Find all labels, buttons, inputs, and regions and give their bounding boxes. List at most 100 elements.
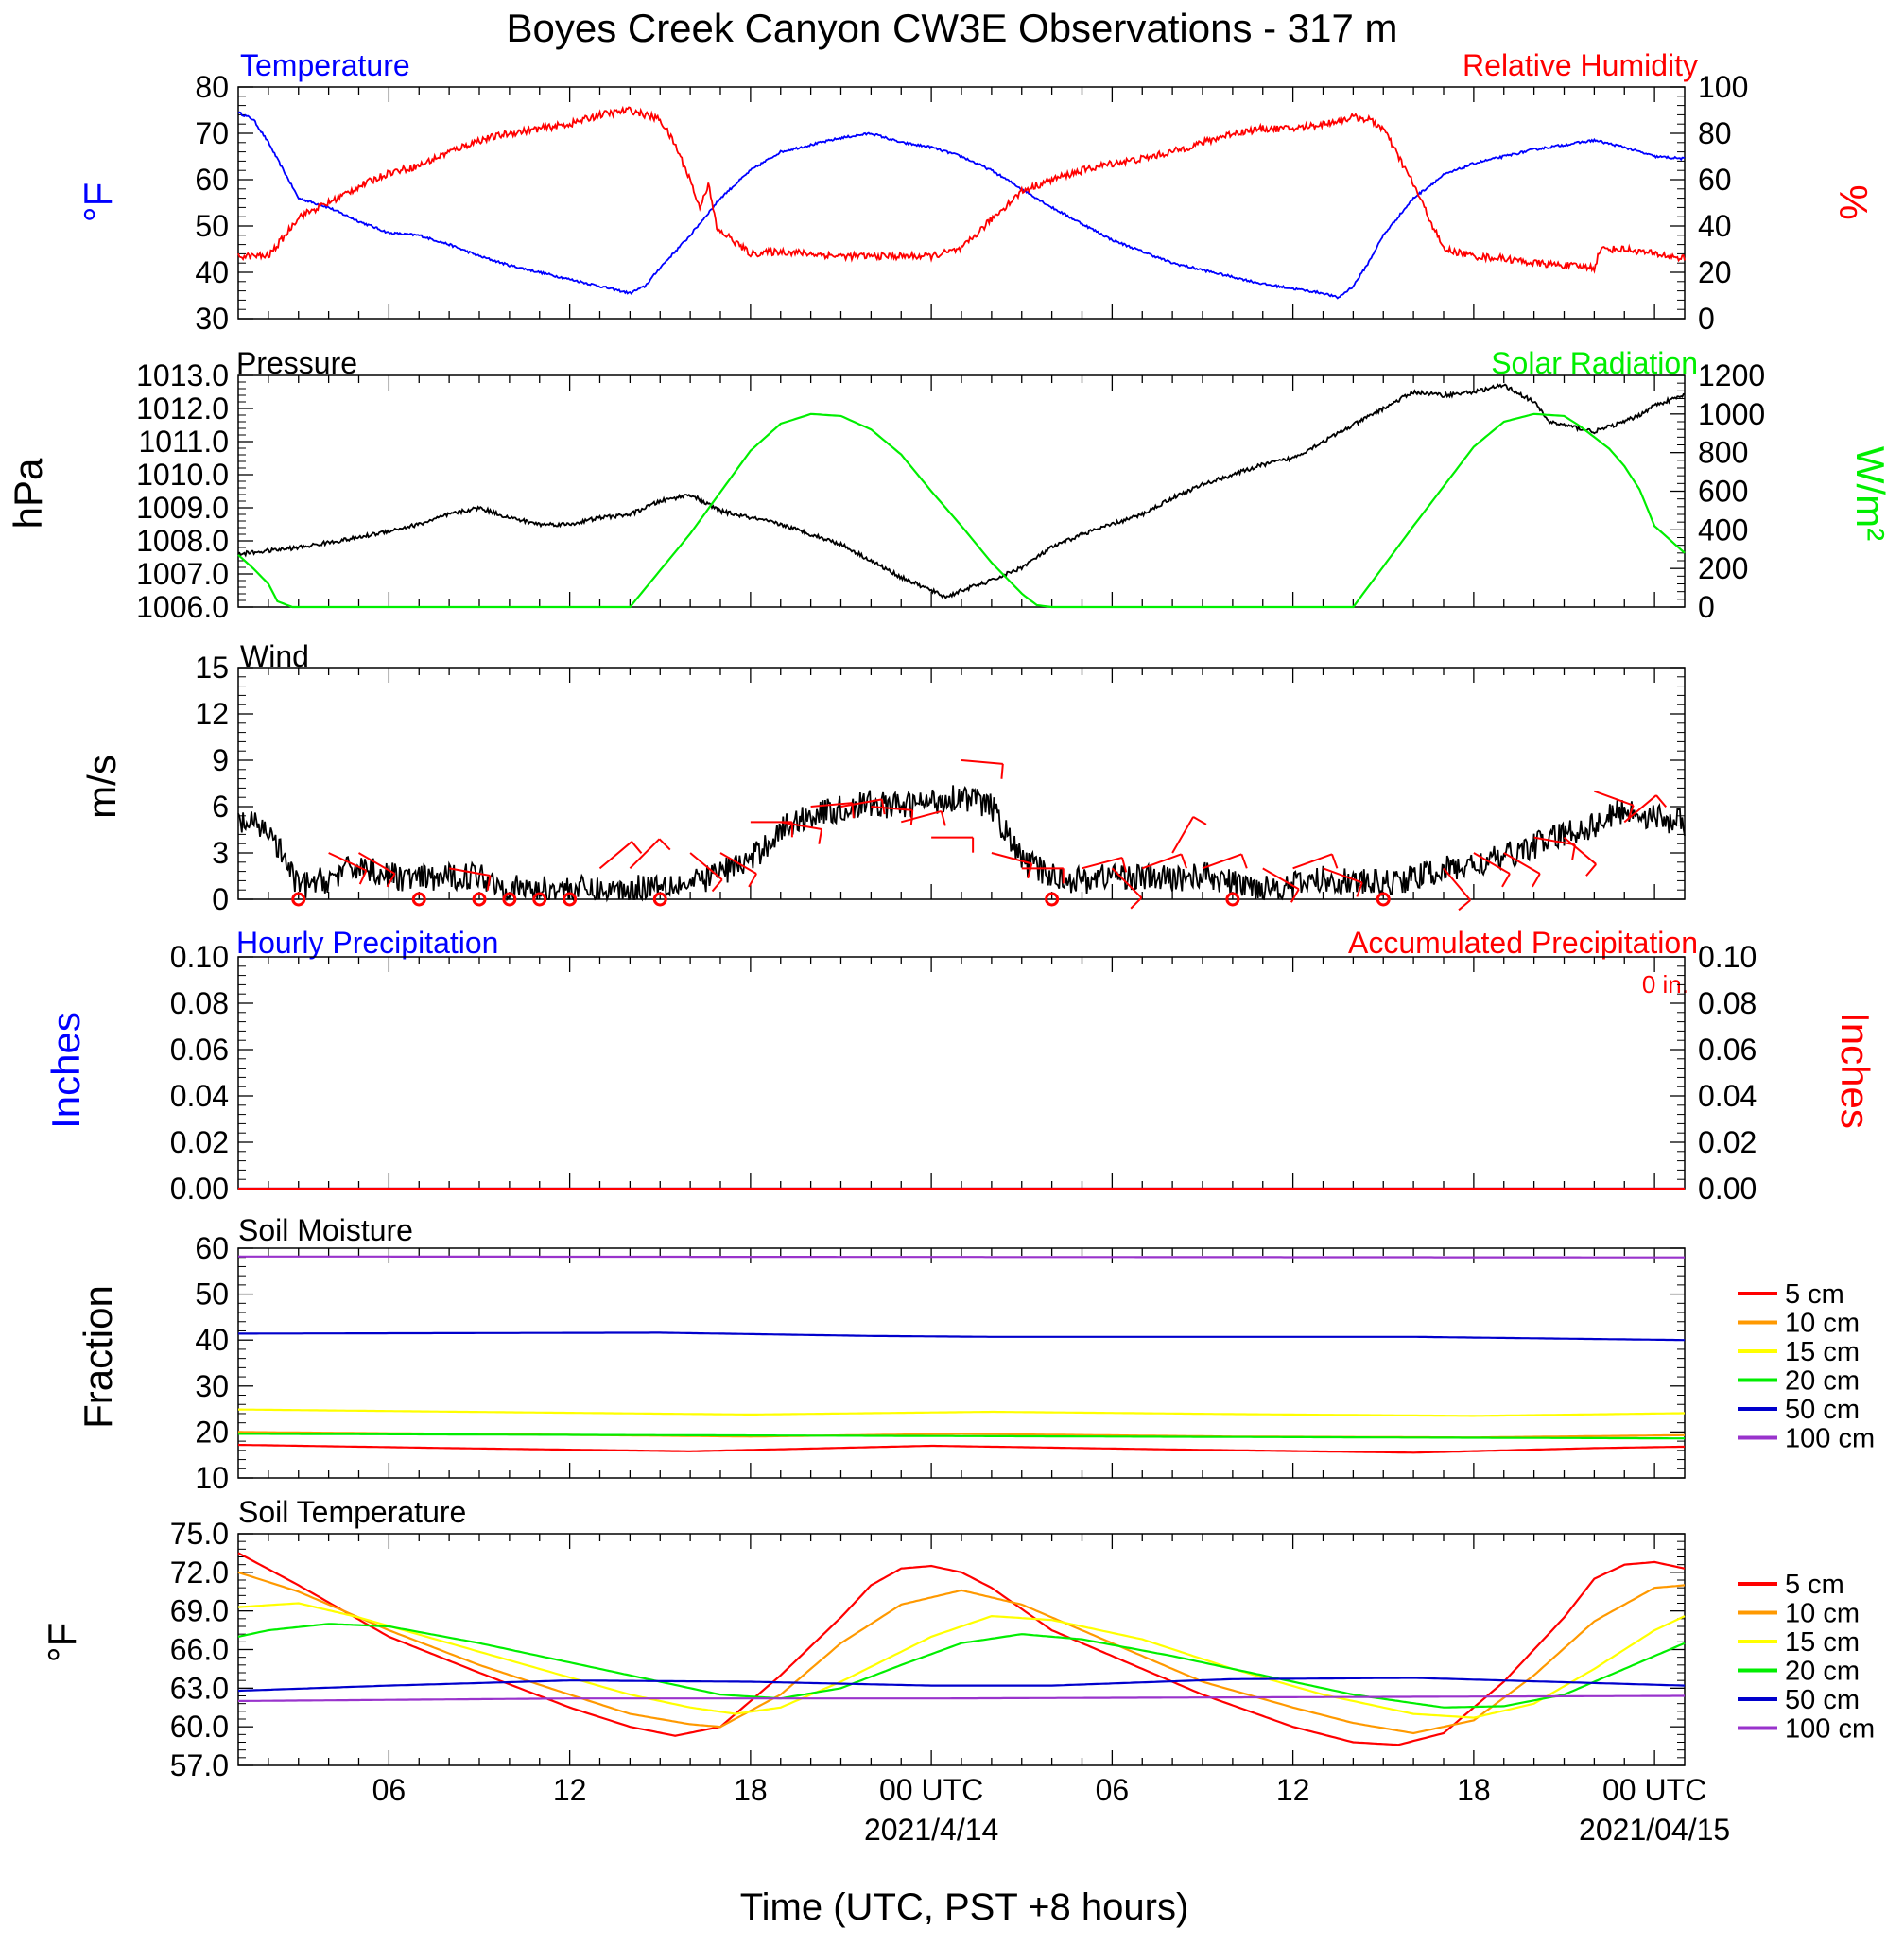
wind-barb [1082,856,1123,870]
pressure-axis-label: hPa [6,458,50,529]
panel-precipitation: Hourly Precipitation Accumulated Precipi… [43,926,1878,1129]
y-tick-label: 9 [212,743,229,777]
y-tick-label: 15 [195,651,229,685]
wind-barb [1473,852,1511,875]
y-right-tick-label: 40 [1698,209,1732,243]
wind-barb [900,809,943,824]
panel-pressure-solar: Pressure Solar Radiation hPa W/m² [6,346,1893,541]
wind-barb-flag [1000,763,1004,779]
y-tick-label: 3 [212,836,229,870]
panel-pressure_solar-marks: 1006.01007.01008.01009.01010.01011.01012… [136,358,1765,624]
wind-barb [1443,867,1472,901]
y-right-tick-label: 600 [1698,475,1748,509]
y-tick-label: 0.00 [170,1172,229,1206]
wind-barb-flag [909,809,914,825]
wind-barb [1111,867,1143,899]
y-right-tick-label: 80 [1698,116,1732,150]
y-right-tick-label: 800 [1698,436,1748,470]
wind-barb [840,798,883,808]
calm-wind-marker [1045,892,1060,907]
wind-barb-flag [1501,873,1511,888]
pressure-title: Pressure [236,346,357,380]
hourly-precip-title: Hourly Precipitation [236,926,498,960]
soil-moisture-axis-label: Fraction [76,1285,120,1429]
wind-barb [328,852,367,872]
wind-barb-flag [1531,873,1541,888]
panel-soil-temperature: Soil Temperature °F [40,1495,466,1662]
temperature-axis-label: °F [76,182,120,222]
series-line-20-cm [237,1623,1686,1709]
y-tick-label: 0.10 [170,940,229,974]
wind-barb-flag [1130,896,1143,910]
y-tick-label: 1008.0 [136,524,229,558]
x-tick-label: 18 [734,1773,768,1807]
x-tick-label: 00 UTC [1602,1773,1706,1807]
calm-wind-marker [291,892,306,907]
wind-barb [1262,867,1300,891]
legend-label: 15 cm [1785,1627,1860,1658]
accumulated-precip-title: Accumulated Precipitation [1348,926,1698,960]
series-line-5-cm [237,1443,1685,1454]
wind-barb-flag [1331,853,1339,869]
wind-barb [1202,853,1242,870]
wind-barb-flag [1356,882,1363,897]
solar-title: Solar Radiation [1491,346,1698,380]
wind-barb [961,759,1003,765]
y-tick-label: 1010.0 [136,458,229,492]
series-line-15-cm [237,1602,1686,1719]
legend-label: 20 cm [1785,1366,1860,1397]
wind-barb [598,841,632,870]
figure-title: Boyes Creek Canyon CW3E Observations - 3… [506,6,1397,50]
wind-barb [1292,853,1333,870]
calm-wind-marker [411,892,426,907]
calm-wind-marker [652,892,667,907]
y-tick-label: 1013.0 [136,358,229,392]
wind-barb [1563,836,1597,865]
solar-axis-label: W/m² [1848,446,1893,541]
y-tick-label: 10 [195,1461,229,1495]
y-tick-label: 0 [212,882,229,916]
panel-temp_rh-marks: 30 40 50 60 70 80 0 20 40 60 80 100 [195,70,1748,336]
series-line-5-cm [237,1552,1686,1746]
calm-wind-marker [1225,892,1240,907]
y-tick-label: 50 [195,209,229,243]
y-right-tick-label: 60 [1698,163,1732,197]
series-line-100-cm [237,1255,1685,1259]
series-line-relative-humidity [237,105,1686,274]
y-tick-label: 12 [195,697,229,731]
humidity-axis-label: % [1831,184,1876,219]
y-right-tick-label: 1000 [1698,397,1765,431]
wind-barb [1623,794,1657,824]
legend-label: 5 cm [1785,1570,1844,1600]
hourly-precip-axis-label: Inches [43,1012,88,1129]
y-right-tick-label: 0.06 [1698,1033,1757,1067]
legend-label: 5 cm [1785,1279,1844,1310]
humidity-title: Relative Humidity [1463,48,1698,82]
wind-barb [448,867,491,877]
wind-barb [1503,852,1541,875]
series-line-temperature [237,111,1686,300]
y-tick-label: 30 [195,302,229,336]
wind-barb-flag [1655,794,1668,808]
accumulated-precip-axis-label: Inches [1833,1012,1878,1129]
wind-axis-label: m/s [79,755,124,819]
calm-wind-marker [532,892,547,907]
soil-temperature-title: Soil Temperature [238,1495,466,1529]
y-right-tick-label: 100 [1698,70,1748,104]
series-line-50-cm [238,1331,1685,1342]
series-line-15-cm [238,1408,1685,1417]
wind-barb [871,806,913,811]
y-tick-label: 57.0 [170,1748,229,1782]
wind-barb-flag [1192,816,1207,825]
y-right-tick-label: 20 [1698,255,1732,289]
x-tick-label: 06 [1096,1773,1130,1807]
legend-label: 50 cm [1785,1685,1860,1715]
y-tick-label: 1009.0 [136,491,229,525]
y-right-tick-label: 0.10 [1698,940,1757,974]
panel-precip-marks: 0.00 0.02 0.04 0.06 0.08 0.10 0.00 0.02 0.04 0.06… [170,940,1757,1206]
legend-label: 10 cm [1785,1599,1860,1629]
wind-barb-flag [631,841,643,854]
y-right-tick-label: 0.08 [1698,986,1757,1020]
y-tick-label: 66.0 [170,1633,229,1667]
